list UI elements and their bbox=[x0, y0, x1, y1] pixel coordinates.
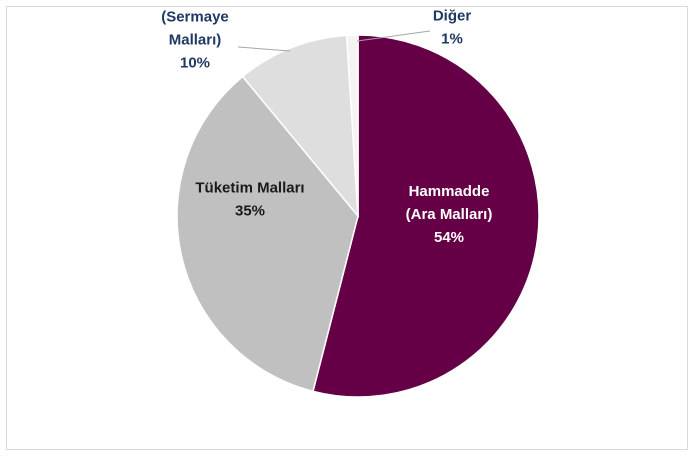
data-label-value: 54% bbox=[434, 229, 464, 246]
data-label-value: 35% bbox=[235, 203, 265, 220]
pie-slice-yatirim bbox=[241, 34, 359, 219]
data-label-hammadde: Hammadde (Ara Malları) 54% bbox=[406, 183, 493, 246]
data-label-category: Yatırım bbox=[170, 0, 220, 3]
data-label-category: Diğer bbox=[433, 8, 472, 25]
data-label-category: Malları) bbox=[169, 32, 222, 49]
pie-slice-tuketim-mallari bbox=[176, 75, 359, 393]
pie-slice-diger bbox=[345, 34, 359, 217]
data-label-category: (Ara Malları) bbox=[406, 206, 493, 223]
data-label-tuketim-mallari: Tüketim Malları 35% bbox=[195, 180, 304, 220]
data-label-category: Tüketim Malları bbox=[195, 180, 304, 197]
data-label-value: 1% bbox=[441, 31, 463, 48]
data-labels: Hammadde (Ara Malları) 54% Tüketim Malları 3… bbox=[161, 0, 492, 246]
data-label-diger: Diğer 1% bbox=[433, 8, 472, 48]
data-label-value: 10% bbox=[180, 55, 210, 72]
data-label-category: Hammadde bbox=[409, 183, 490, 200]
pie-slice-hammadde bbox=[312, 34, 540, 398]
leader-line-yatirim bbox=[237, 46, 291, 52]
pie-slices bbox=[176, 34, 540, 398]
leader-line-diger bbox=[356, 30, 431, 42]
data-label-yatirim: Yatırım (Sermaye Malları) 10% bbox=[161, 0, 229, 72]
data-label-category: (Sermaye bbox=[161, 9, 229, 26]
leader-lines bbox=[237, 30, 431, 52]
